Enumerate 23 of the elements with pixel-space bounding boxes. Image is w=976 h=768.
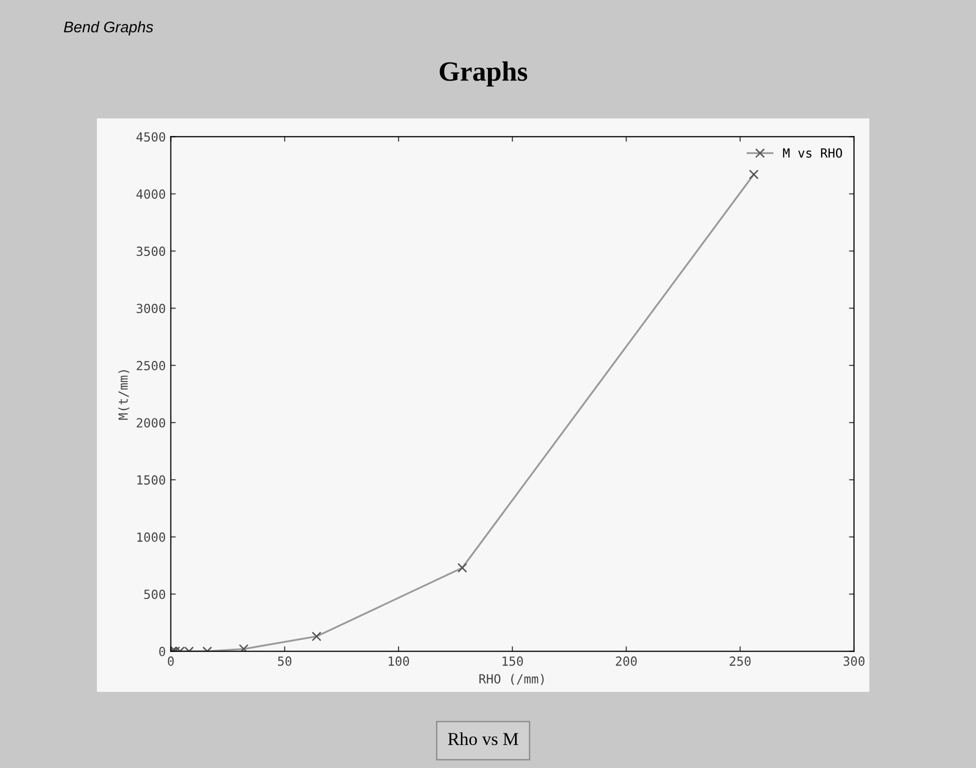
y-tick-label: 500 xyxy=(144,590,166,600)
y-tick-label: 3500 xyxy=(136,246,166,256)
y-tick-label: 2000 xyxy=(136,418,166,428)
x-tick-label: 100 xyxy=(388,656,410,666)
x-tick-label: 50 xyxy=(278,656,292,666)
y-tick-label: 1000 xyxy=(137,532,166,542)
y-tick-label: 4000 xyxy=(136,189,166,199)
x-tick-label: 0 xyxy=(168,656,174,666)
legend-label: M vs RHO xyxy=(783,148,842,158)
text: Rho vs M xyxy=(448,732,518,746)
x-tick-label: 150 xyxy=(502,656,523,666)
text: Bend Graphs xyxy=(64,21,154,36)
y-tick-label: 3000 xyxy=(136,304,166,314)
y-tick-label: 4500 xyxy=(136,132,166,142)
x-tick-label: 250 xyxy=(730,656,751,666)
y-tick-label: 0 xyxy=(159,646,166,656)
chart-title: Graphs xyxy=(440,61,528,87)
x-tick-label: 200 xyxy=(616,656,637,666)
x-tick-label: 300 xyxy=(844,656,864,666)
y-tick-label: 2500 xyxy=(136,360,166,370)
y-tick-label: 1500 xyxy=(137,475,166,485)
x-axis-title: RHO (/mm) xyxy=(479,674,544,686)
y-axis-title: M(t/mm) xyxy=(118,370,130,420)
